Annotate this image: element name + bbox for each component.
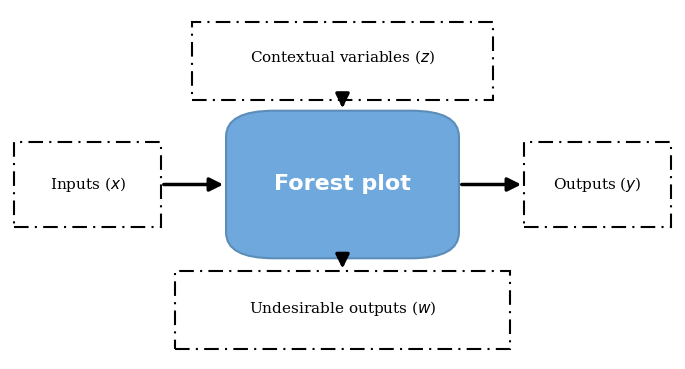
Text: Outputs ($\mathit{y}$): Outputs ($\mathit{y}$) xyxy=(553,175,642,194)
FancyBboxPatch shape xyxy=(226,111,459,258)
Bar xyxy=(524,142,671,227)
Text: Inputs ($\mathit{x}$): Inputs ($\mathit{x}$) xyxy=(50,175,125,194)
Bar xyxy=(192,22,493,100)
Text: Undesirable outputs ($\mathit{w}$): Undesirable outputs ($\mathit{w}$) xyxy=(249,299,436,318)
Text: Contextual variables ($\mathit{z}$): Contextual variables ($\mathit{z}$) xyxy=(250,48,435,66)
Bar xyxy=(14,142,161,227)
Text: Forest plot: Forest plot xyxy=(274,175,411,194)
Bar xyxy=(175,271,510,349)
